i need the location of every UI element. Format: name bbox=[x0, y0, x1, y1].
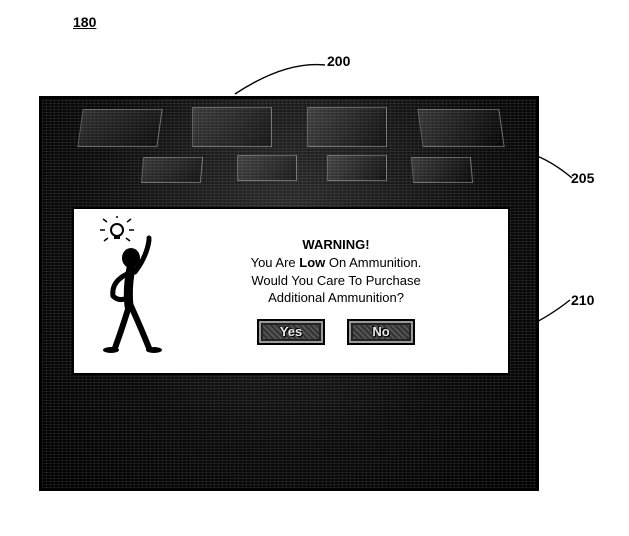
ceiling-tile bbox=[141, 157, 203, 183]
dialog-line1-pre: You Are bbox=[251, 255, 300, 270]
idea-person-icon bbox=[89, 216, 179, 366]
dialog-buttons: Yes No bbox=[257, 319, 415, 345]
warning-dialog: WARNING! You Are Low On Ammunition. Woul… bbox=[72, 207, 510, 375]
dialog-line1-post: On Ammunition. bbox=[325, 255, 421, 270]
game-screen: WARNING! You Are Low On Ammunition. Woul… bbox=[39, 96, 539, 491]
ref-200: 200 bbox=[327, 53, 350, 69]
dialog-content: WARNING! You Are Low On Ammunition. Woul… bbox=[182, 209, 508, 373]
dialog-line2: Would You Care To Purchase bbox=[251, 273, 420, 288]
ceiling-tile bbox=[327, 155, 387, 181]
figure-number: 180 bbox=[73, 14, 96, 30]
dialog-message: You Are Low On Ammunition. Would You Car… bbox=[251, 254, 422, 307]
dialog-line3: Additional Ammunition? bbox=[268, 290, 404, 305]
yes-button[interactable]: Yes bbox=[257, 319, 325, 345]
leader-205 bbox=[534, 153, 576, 185]
ceiling-tile bbox=[77, 109, 162, 147]
leader-200 bbox=[230, 59, 330, 99]
no-button[interactable]: No bbox=[347, 319, 415, 345]
ceiling-tile bbox=[307, 107, 387, 147]
ceiling-tile bbox=[192, 107, 272, 147]
ceiling-tile bbox=[237, 155, 297, 181]
dialog-line1-emph: Low bbox=[299, 255, 325, 270]
dialog-icon-column bbox=[74, 209, 182, 373]
ref-205: 205 bbox=[571, 170, 594, 186]
ceiling-tile bbox=[411, 157, 473, 183]
dialog-title: WARNING! bbox=[302, 237, 369, 252]
ceiling-tile bbox=[417, 109, 504, 147]
ref-210: 210 bbox=[571, 292, 594, 308]
